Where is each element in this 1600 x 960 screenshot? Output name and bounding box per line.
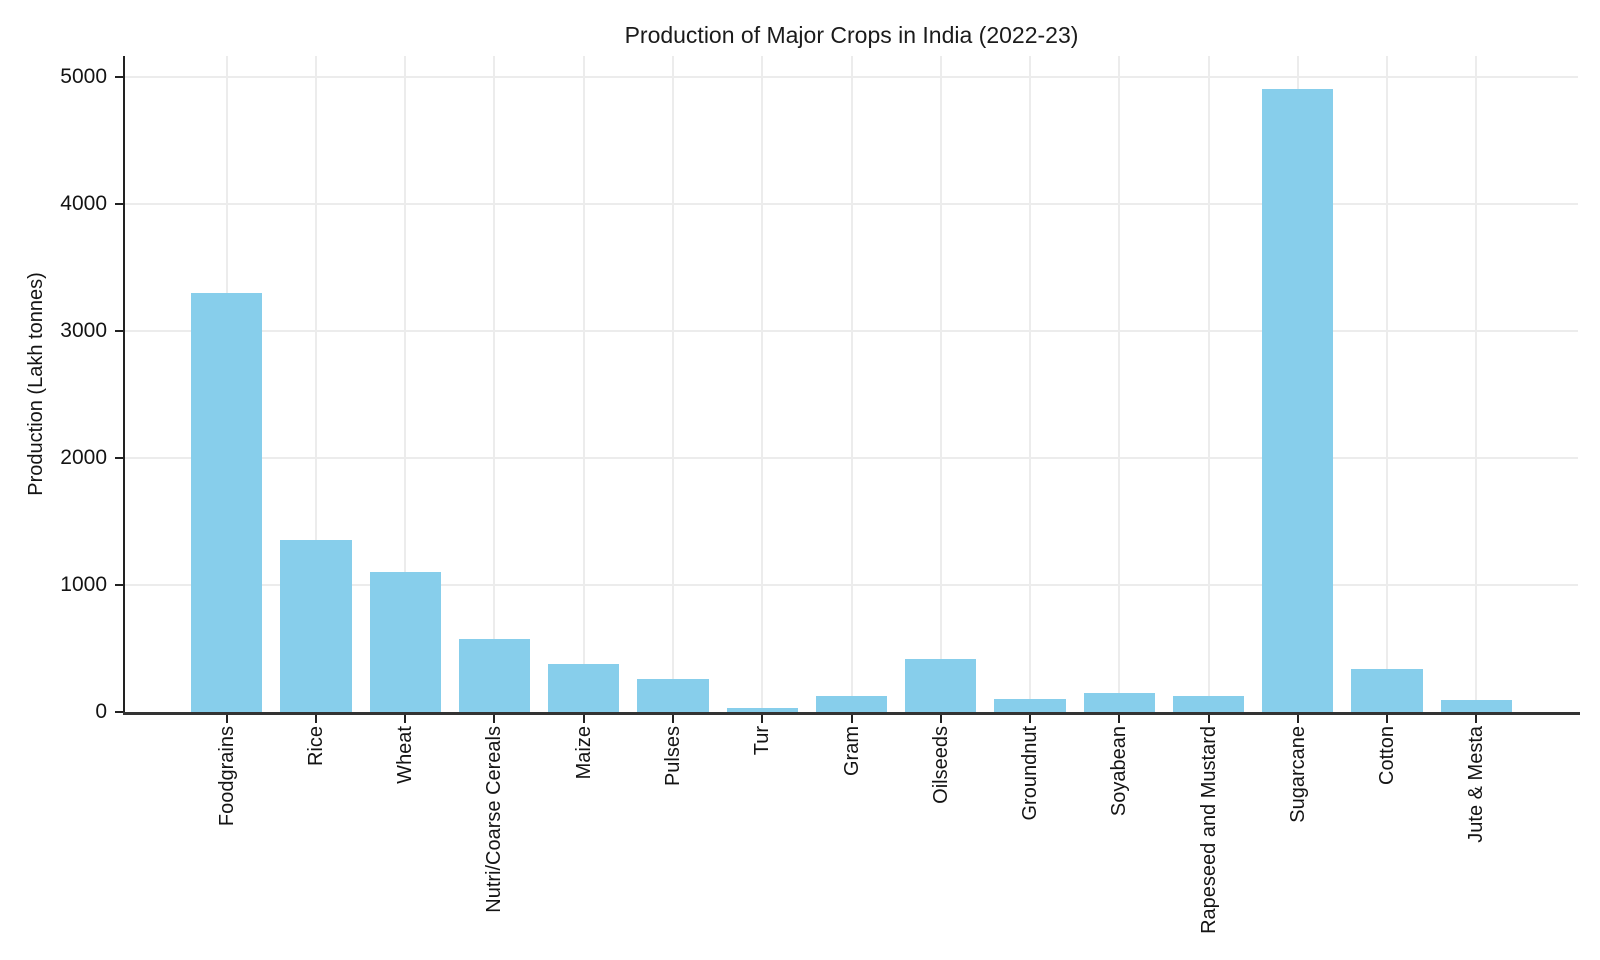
vertical-gridline	[761, 56, 764, 712]
y-tick-label: 4000	[60, 191, 107, 215]
vertical-gridline	[404, 56, 407, 712]
x-tick-label-wheat: Wheat	[394, 726, 417, 784]
y-tick-mark	[115, 202, 123, 205]
y-axis-spine	[123, 56, 125, 715]
x-tick-label-tur: Tur	[751, 726, 774, 756]
chart-title: Production of Major Crops in India (2022…	[624, 22, 1079, 48]
bar-rapeseed-and-mustard	[1172, 695, 1245, 712]
bar-soyabean	[1083, 692, 1155, 712]
bar-cotton	[1351, 669, 1423, 712]
bar-oilseeds	[905, 659, 977, 712]
bar-tur	[726, 707, 798, 712]
x-tick-mark	[850, 715, 853, 723]
x-tick-mark	[1386, 715, 1388, 723]
x-tick-label-rapeseed-and-mustard: Rapeseed and Mustard	[1197, 726, 1220, 934]
bar-rice	[280, 539, 352, 712]
x-tick-label-sugarcane: Sugarcane	[1286, 726, 1309, 823]
vertical-gridline	[582, 56, 585, 712]
vertical-gridline	[671, 56, 674, 712]
x-tick-label-soyabean: Soyabean	[1108, 726, 1131, 817]
horizontal-gridline	[125, 75, 1578, 78]
vertical-gridline	[1386, 56, 1388, 712]
x-tick-label-oilseeds: Oilseeds	[929, 726, 952, 804]
vertical-gridline	[939, 56, 942, 712]
vertical-gridline	[1475, 56, 1478, 712]
x-tick-mark	[493, 715, 496, 723]
vertical-gridline	[314, 56, 317, 712]
x-tick-mark	[761, 715, 764, 723]
bar-maize	[548, 663, 620, 712]
y-tick-label: 3000	[60, 318, 107, 342]
y-tick-mark	[115, 583, 123, 586]
bar-groundnut	[994, 698, 1066, 712]
x-tick-mark	[1118, 715, 1121, 723]
y-tick-mark	[115, 711, 123, 713]
x-tick-mark	[314, 715, 317, 723]
bar-sugarcane	[1262, 89, 1334, 712]
bar-jute-mesta	[1440, 700, 1512, 712]
x-tick-label-jute-mesta: Jute & Mesta	[1465, 726, 1488, 843]
x-tick-mark	[1475, 715, 1478, 723]
bar-foodgrains	[191, 293, 263, 712]
x-tick-mark	[671, 715, 674, 723]
y-tick-label: 1000	[60, 572, 107, 596]
y-tick-label: 2000	[60, 445, 107, 469]
horizontal-gridline	[125, 202, 1578, 205]
bar-gram	[815, 696, 888, 712]
x-tick-label-maize: Maize	[572, 726, 595, 780]
horizontal-gridline	[125, 329, 1578, 332]
x-tick-mark	[582, 715, 585, 723]
x-axis-spine	[123, 712, 1580, 715]
x-tick-label-nutri-coarse-cereals: Nutri/Coarse Cereals	[483, 726, 506, 913]
y-tick-label: 0	[95, 700, 107, 723]
horizontal-gridline	[125, 456, 1578, 459]
bar-pulses	[637, 678, 709, 712]
y-tick-mark	[115, 75, 123, 78]
horizontal-gridline	[125, 583, 1578, 586]
x-tick-mark	[225, 715, 228, 723]
vertical-gridline	[1118, 56, 1121, 712]
x-tick-label-pulses: Pulses	[661, 726, 684, 787]
x-tick-label-foodgrains: Foodgrains	[215, 726, 238, 827]
x-tick-mark	[404, 715, 407, 723]
y-tick-mark	[115, 456, 123, 459]
vertical-gridline	[1029, 56, 1031, 712]
vertical-gridline	[493, 56, 496, 712]
x-tick-label-gram: Gram	[840, 726, 863, 776]
bar-nutri-coarse-cereals	[458, 639, 531, 712]
x-tick-label-rice: Rice	[304, 726, 327, 767]
x-tick-label-cotton: Cotton	[1376, 726, 1398, 785]
x-tick-mark	[1029, 715, 1031, 723]
bar-wheat	[369, 571, 441, 712]
vertical-gridline	[1207, 56, 1210, 712]
y-tick-mark	[115, 329, 123, 332]
x-tick-mark	[939, 715, 942, 723]
x-tick-mark	[1296, 715, 1299, 723]
vertical-gridline	[850, 56, 853, 712]
y-axis-label: Production (Lakh tonnes)	[25, 272, 47, 496]
x-tick-label-groundnut: Groundnut	[1019, 726, 1041, 821]
x-tick-mark	[1207, 715, 1210, 723]
y-tick-label: 5000	[60, 64, 107, 88]
